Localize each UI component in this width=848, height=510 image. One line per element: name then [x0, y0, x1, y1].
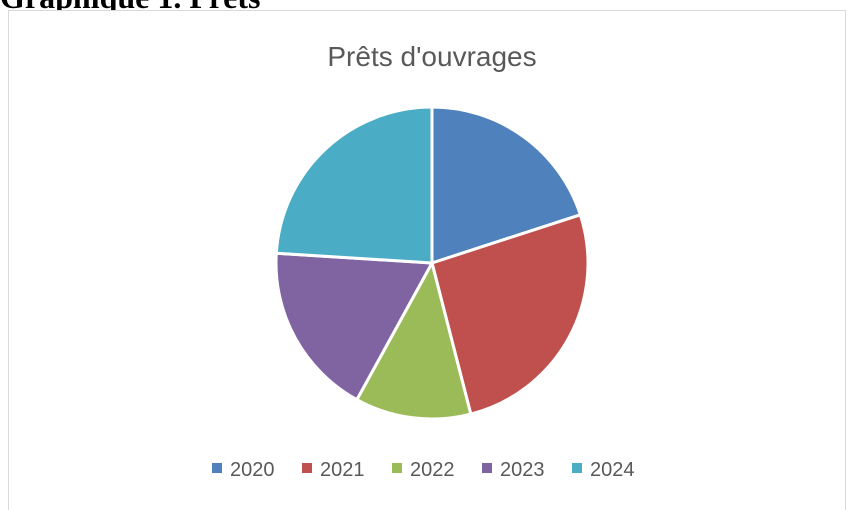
- legend-item-2024: 2024: [572, 459, 635, 481]
- chart-legend: 2020 2021 2022 2023 2024: [212, 459, 635, 481]
- legend-label-2022: 2022: [410, 459, 455, 481]
- pie-slice-2021: [430, 212, 590, 416]
- legend-swatch-2022: [392, 463, 402, 473]
- pie-slice-2022: [354, 258, 473, 421]
- legend-swatch-2020: [212, 463, 222, 473]
- legend-label-2021: 2021: [320, 459, 365, 481]
- pie-slice-2023: [274, 251, 435, 402]
- legend-item-2021: 2021: [302, 459, 365, 481]
- legend-swatch-2021: [302, 463, 312, 473]
- pie-slice-2020: [430, 105, 583, 266]
- legend-item-2023: 2023: [482, 459, 545, 481]
- pie-slice-2024: [274, 105, 434, 265]
- legend-label-2023: 2023: [500, 459, 545, 481]
- legend-label-2024: 2024: [590, 459, 635, 481]
- legend-swatch-2023: [482, 463, 492, 473]
- pie-slices: [274, 105, 590, 421]
- chart-title: Prêts d'ouvrages: [327, 41, 536, 72]
- legend-swatch-2024: [572, 463, 582, 473]
- legend-item-2022: 2022: [392, 459, 455, 481]
- legend-item-2020: 2020: [212, 459, 275, 481]
- legend-label-2020: 2020: [230, 459, 275, 481]
- document-heading: Graphique 1. Prêts: [0, 0, 848, 12]
